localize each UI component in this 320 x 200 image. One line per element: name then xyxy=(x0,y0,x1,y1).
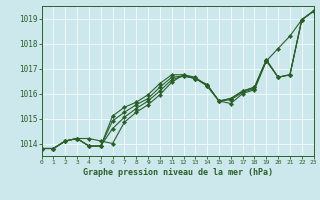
X-axis label: Graphe pression niveau de la mer (hPa): Graphe pression niveau de la mer (hPa) xyxy=(83,168,273,177)
